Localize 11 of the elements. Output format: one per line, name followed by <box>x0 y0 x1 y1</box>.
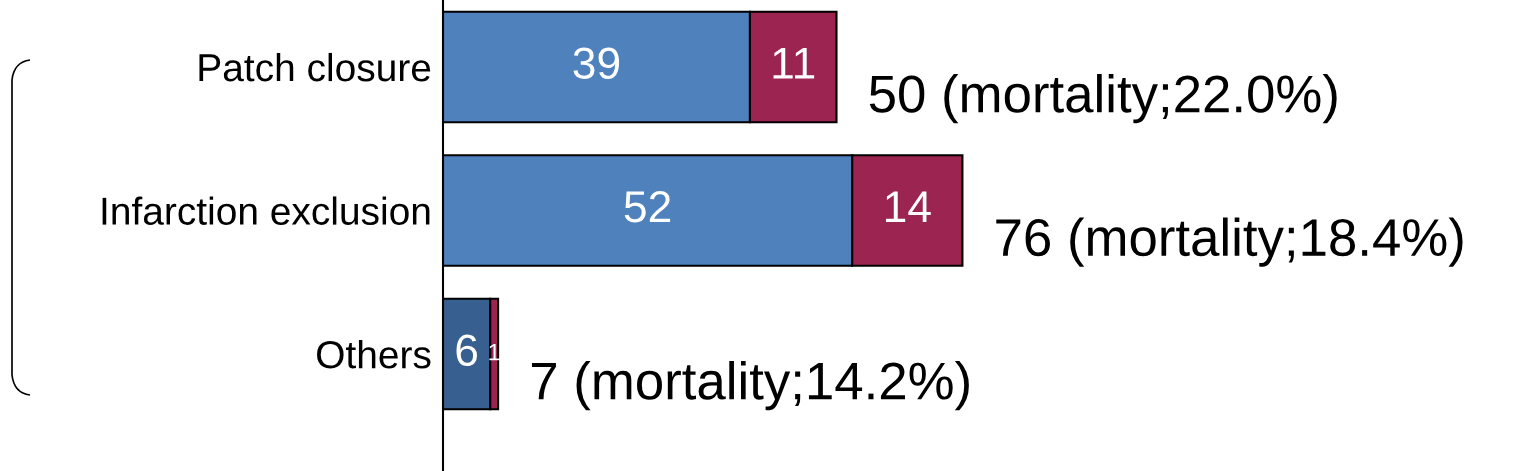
total-label: 50 (mortality;22.0%) <box>869 73 1337 124</box>
y-tick-label: Others <box>317 339 431 369</box>
data-label: 11 <box>773 47 815 79</box>
y-tick-label: Patch closure <box>199 52 431 82</box>
y-tick-label: Infarction exclusion <box>102 196 430 225</box>
total-label: 76 (mortality;18.4%) <box>996 217 1463 267</box>
data-label: 39 <box>573 47 620 79</box>
data-label: 52 <box>624 190 671 223</box>
total-label: 7 (mortality;14.2%) <box>531 361 969 411</box>
data-label: 14 <box>886 191 931 223</box>
data-label: 6 <box>456 334 478 366</box>
